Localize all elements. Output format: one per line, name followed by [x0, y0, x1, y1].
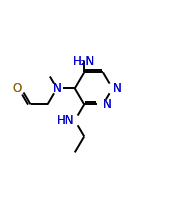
Text: N: N [112, 82, 121, 95]
Text: N: N [103, 98, 112, 111]
Text: N: N [53, 82, 61, 95]
Text: N: N [112, 82, 121, 95]
Text: H₂N: H₂N [73, 55, 95, 67]
Text: N: N [103, 98, 112, 111]
Text: N: N [53, 82, 61, 95]
Text: N: N [53, 82, 61, 95]
Text: H₂N: H₂N [73, 55, 95, 67]
Text: N: N [103, 98, 112, 111]
Text: H₂N: H₂N [73, 55, 95, 67]
Text: O: O [12, 82, 21, 95]
Text: O: O [12, 82, 21, 95]
Text: HN: HN [57, 114, 75, 127]
Text: N: N [112, 82, 121, 95]
Text: HN: HN [57, 114, 75, 127]
Text: HN: HN [57, 114, 75, 127]
Text: O: O [12, 82, 21, 95]
